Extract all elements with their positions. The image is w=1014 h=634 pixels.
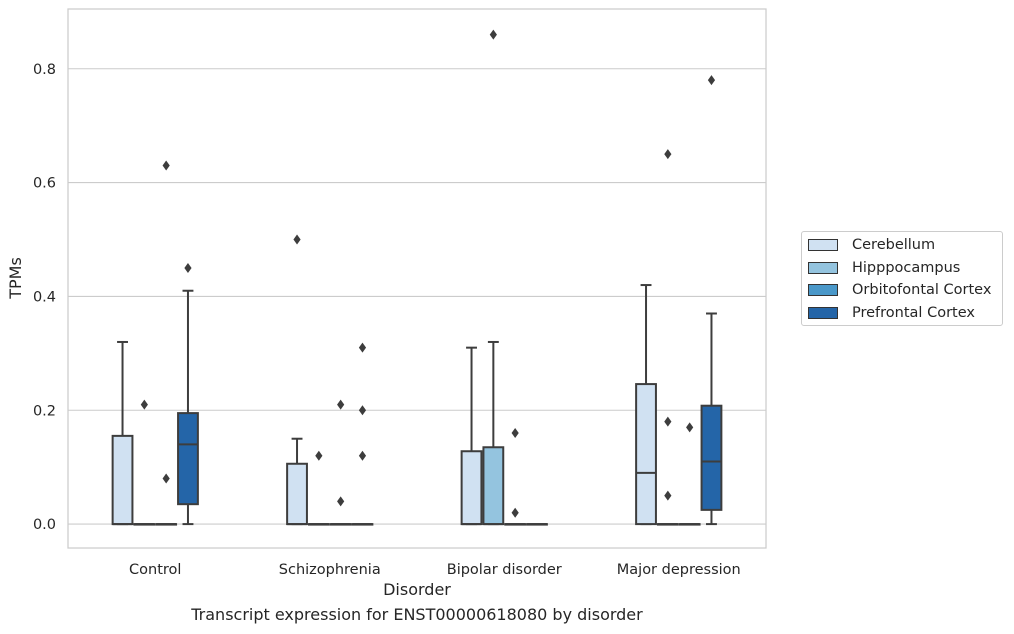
outlier-point: [140, 399, 148, 410]
box-1-3: [155, 160, 178, 526]
legend-label: Cerebellum: [852, 237, 936, 253]
box-body: [700, 404, 723, 511]
box-3-3: [504, 428, 527, 526]
box-body: [482, 446, 505, 526]
box-3-2: [482, 29, 505, 526]
box-marks: [111, 29, 723, 526]
box-4-3: [678, 422, 701, 526]
y-tick-label: 0.6: [33, 176, 56, 192]
x-tick-label: Schizophrenia: [279, 562, 381, 578]
outlier-point: [184, 262, 192, 273]
box-2-4: [351, 342, 374, 526]
outlier-point: [664, 490, 672, 501]
box-1-2: [133, 399, 156, 526]
box-4-4: [700, 75, 723, 526]
outlier-point: [162, 160, 170, 171]
x-axis-label: Disorder: [383, 580, 451, 599]
y-tick-labels: 0.0 0.2 0.4 0.6 0.8: [33, 62, 56, 533]
y-tick-label: 0.0: [33, 517, 56, 533]
legend-item-prefrontal-cortex: Prefrontal Cortex: [808, 302, 975, 324]
legend-label: Hipppocampus: [852, 260, 961, 276]
legend-item-cerebellum: Cerebellum: [808, 234, 935, 256]
outlier-point: [358, 342, 367, 353]
box-1-1: [111, 340, 134, 526]
x-tick-label: Major depression: [617, 562, 741, 578]
gridlines: [68, 68, 766, 525]
box-body: [286, 462, 308, 526]
box-2-1: [286, 234, 308, 526]
box-4-2: [656, 149, 679, 526]
outlier-point: [358, 405, 367, 416]
box-body: [460, 450, 483, 526]
box-3-4: [526, 523, 548, 526]
outlier-point: [664, 149, 672, 160]
legend-swatch-cerebellum: [808, 239, 838, 251]
x-tick-label: Control: [129, 562, 181, 578]
legend-item-hippocampus: Hipppocampus: [808, 257, 960, 279]
outlier-point: [337, 399, 345, 410]
box-3-1: [460, 346, 483, 526]
outlier-point: [686, 422, 694, 433]
outlier-point: [664, 416, 672, 427]
legend-label: Orbitofontal Cortex: [852, 282, 992, 298]
box-4-1: [635, 284, 657, 526]
legend-label: Prefrontal Cortex: [852, 305, 975, 321]
outlier-point: [511, 428, 519, 439]
legend-swatch-hippocampus: [808, 262, 838, 274]
box-2-3: [329, 399, 352, 526]
outlier-point: [489, 29, 497, 40]
box-body: [635, 383, 657, 526]
outlier-point: [707, 75, 716, 86]
outlier-point: [337, 496, 345, 507]
outlier-point: [315, 450, 323, 461]
outlier-point: [511, 507, 519, 518]
y-tick-label: 0.4: [33, 289, 56, 305]
x-tick-label: Bipolar disorder: [447, 562, 562, 578]
outlier-point: [293, 234, 301, 245]
y-tick-label: 0.2: [33, 403, 56, 419]
x-tick-labels: Control Schizophrenia Bipolar disorder Majo…: [129, 562, 741, 578]
y-axis-label: TPMs: [6, 257, 25, 300]
box-1-4: [177, 262, 199, 526]
legend-item-orbitofrontal-cortex: Orbitofontal Cortex: [808, 279, 991, 301]
legend: Cerebellum Hipppocampus Orbitofontal Cor…: [801, 231, 1003, 326]
box-2-2: [307, 450, 330, 526]
box-body: [177, 412, 199, 506]
outlier-point: [162, 473, 170, 484]
figure-caption: Transcript expression for ENST0000061808…: [191, 605, 643, 624]
legend-swatch-orbitofrontal-cortex: [808, 284, 838, 296]
legend-swatch-prefrontal-cortex: [808, 307, 838, 319]
box-body: [111, 434, 134, 526]
plot-frame: [67, 8, 767, 549]
y-tick-label: 0.8: [33, 62, 56, 78]
outlier-point: [358, 450, 367, 461]
